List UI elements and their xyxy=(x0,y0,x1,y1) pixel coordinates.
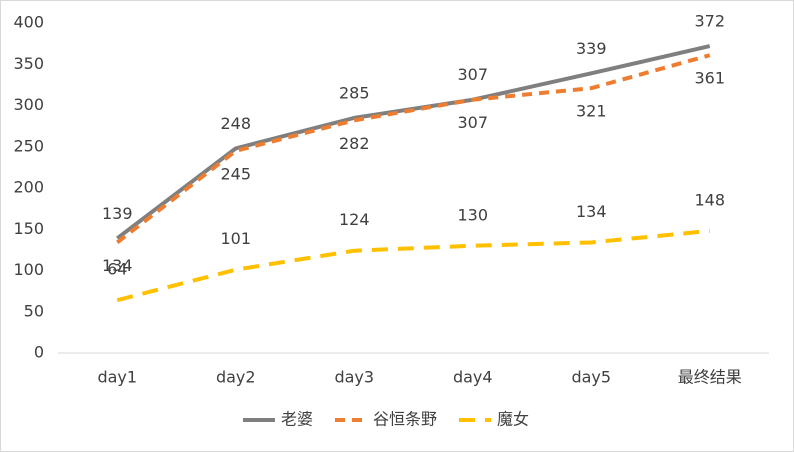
data-label: 134 xyxy=(102,256,133,275)
y-tick-label: 0 xyxy=(34,343,44,362)
series-line xyxy=(116,228,710,303)
legend-label: 老婆 xyxy=(281,410,313,429)
data-label: 139 xyxy=(102,204,133,223)
data-label: 372 xyxy=(694,12,725,31)
data-label: 148 xyxy=(694,190,725,209)
data-label: 245 xyxy=(220,164,251,183)
data-label: 248 xyxy=(220,114,251,133)
y-tick-label: 350 xyxy=(13,54,44,73)
data-label: 124 xyxy=(339,210,370,229)
y-tick-label: 150 xyxy=(13,219,44,238)
series-line xyxy=(116,53,711,245)
y-tick-label: 100 xyxy=(13,260,44,279)
x-tick-label: day1 xyxy=(97,368,137,387)
x-tick-label: 最终结果 xyxy=(678,368,742,387)
data-label: 282 xyxy=(339,134,370,153)
y-tick-label: 400 xyxy=(13,13,44,32)
data-label: 64 xyxy=(107,260,127,279)
data-label: 361 xyxy=(694,69,725,88)
y-tick-label: 250 xyxy=(13,136,44,155)
data-label: 307 xyxy=(457,65,488,84)
x-tick-label: day4 xyxy=(453,368,493,387)
x-tick-label: day3 xyxy=(334,368,374,387)
data-label: 339 xyxy=(576,39,607,58)
data-label: 101 xyxy=(220,229,251,248)
data-label: 321 xyxy=(576,102,607,121)
data-label: 285 xyxy=(339,83,370,102)
x-tick-label: day5 xyxy=(571,368,611,387)
legend-label: 谷恒条野 xyxy=(373,410,437,429)
y-tick-label: 50 xyxy=(24,301,44,320)
data-label: 130 xyxy=(457,205,488,224)
y-tick-label: 300 xyxy=(13,95,44,114)
legend-label: 魔女 xyxy=(497,410,529,429)
y-tick-label: 200 xyxy=(13,178,44,197)
x-tick-label: day2 xyxy=(216,368,256,387)
data-label: 307 xyxy=(457,113,488,132)
data-label: 134 xyxy=(576,202,607,221)
